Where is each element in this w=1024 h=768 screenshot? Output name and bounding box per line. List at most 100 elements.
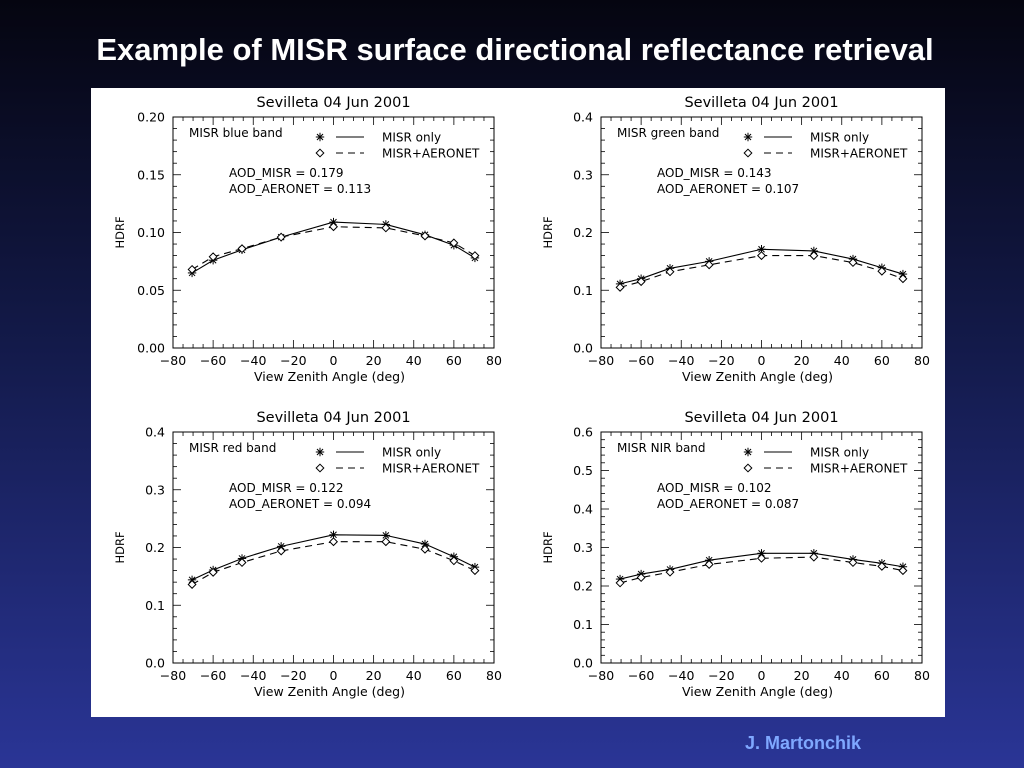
data-point-diamond — [665, 267, 675, 277]
x-tick-label: −20 — [280, 353, 306, 368]
data-point-diamond — [420, 231, 430, 241]
chart-title: Sevilleta 04 Jun 2001 — [256, 95, 410, 111]
y-axis-label: HDRF — [541, 216, 555, 248]
legend-label: MISR+AERONET — [810, 462, 908, 476]
x-tick-label: −60 — [628, 353, 654, 368]
y-tick-label: 0.5 — [573, 463, 593, 478]
data-point-diamond — [809, 251, 819, 261]
y-tick-label: 0.2 — [145, 540, 165, 555]
y-tick-label: 0.0 — [573, 341, 593, 356]
x-tick-label: −60 — [628, 668, 654, 683]
y-tick-label: 0.6 — [573, 425, 593, 440]
legend-marker — [315, 148, 325, 158]
data-point-diamond — [449, 238, 459, 248]
y-tick-label: 0.05 — [137, 283, 165, 298]
y-tick-label: 0.0 — [573, 656, 593, 671]
data-point-diamond — [615, 282, 625, 292]
y-axis-label: HDRF — [113, 216, 127, 248]
x-tick-label: −40 — [240, 668, 266, 683]
chart-title: Sevilleta 04 Jun 2001 — [684, 410, 838, 426]
data-point-diamond — [208, 252, 218, 262]
x-tick-label: 0 — [758, 668, 766, 683]
y-tick-label: 0.1 — [573, 283, 593, 298]
band-label: MISR green band — [617, 126, 719, 140]
x-tick-label: 20 — [366, 668, 382, 683]
aod-annotation: AOD_MISR = 0.143 — [657, 166, 772, 180]
x-tick-label: −80 — [588, 353, 614, 368]
x-tick-label: −40 — [240, 353, 266, 368]
data-point-diamond — [848, 558, 858, 568]
data-point-diamond — [615, 578, 625, 588]
data-point-diamond — [636, 573, 646, 583]
data-point-diamond — [420, 544, 430, 554]
legend-label: MISR only — [810, 131, 869, 145]
y-tick-label: 0.3 — [145, 482, 165, 497]
legend-label: MISR only — [810, 446, 869, 460]
data-point-diamond — [276, 232, 286, 242]
x-tick-label: 60 — [446, 668, 462, 683]
x-tick-label: 0 — [330, 668, 338, 683]
chart-panel: Sevilleta 04 Jun 2001 −80 −60 −40 −20 0 20 40 60… — [113, 410, 502, 699]
y-tick-label: 0.1 — [145, 598, 165, 613]
legend-marker — [743, 148, 753, 158]
x-tick-label: −60 — [200, 668, 226, 683]
legend-marker — [743, 463, 753, 473]
x-tick-label: 0 — [330, 353, 338, 368]
data-point-diamond — [328, 222, 339, 232]
data-point-diamond — [381, 537, 391, 547]
data-point-diamond — [756, 251, 767, 261]
data-point-diamond — [898, 566, 908, 576]
data-point-diamond — [276, 546, 286, 556]
aod-annotation: AOD_AERONET = 0.113 — [229, 182, 371, 196]
x-tick-label: −80 — [588, 668, 614, 683]
chart-panel: Sevilleta 04 Jun 2001 −80 −60 −40 −20 0 20 40 60… — [113, 95, 502, 384]
legend-label: MISR+AERONET — [382, 462, 480, 476]
data-point-diamond — [756, 553, 767, 563]
x-tick-label: −40 — [668, 668, 694, 683]
y-tick-label: 0.1 — [573, 617, 593, 632]
chart-grid: Sevilleta 04 Jun 2001 −80 −60 −40 −20 0 20 40 60… — [113, 95, 930, 699]
data-point-diamond — [704, 559, 714, 569]
x-tick-label: 60 — [874, 668, 890, 683]
chart-title: Sevilleta 04 Jun 2001 — [256, 410, 410, 426]
x-tick-label: 40 — [406, 668, 422, 683]
series-line — [191, 226, 476, 270]
y-tick-label: 0.2 — [573, 579, 593, 594]
x-tick-label: 80 — [914, 668, 930, 683]
data-point-diamond — [470, 566, 480, 576]
data-point-diamond — [470, 251, 480, 261]
data-point-diamond — [381, 223, 391, 233]
y-tick-label: 0.15 — [137, 167, 165, 182]
x-axis-label: View Zenith Angle (deg) — [682, 369, 833, 384]
data-point-asterisk — [809, 246, 819, 256]
legend-marker — [315, 447, 325, 457]
legend-label: MISR only — [382, 131, 441, 145]
x-tick-label: 40 — [834, 353, 850, 368]
legend-marker — [743, 447, 753, 457]
aod-annotation: AOD_AERONET = 0.107 — [657, 182, 799, 196]
data-point-diamond — [449, 556, 459, 566]
data-point-diamond — [848, 258, 858, 268]
y-tick-label: 0.0 — [145, 656, 165, 671]
legend-label: MISR+AERONET — [810, 147, 908, 161]
data-point-asterisk — [329, 217, 338, 227]
x-tick-label: 60 — [446, 353, 462, 368]
chart-panel: Sevilleta 04 Jun 2001 −80 −60 −40 −20 0 20 40 60… — [541, 95, 930, 384]
aod-annotation: AOD_AERONET = 0.087 — [657, 497, 799, 511]
x-tick-label: 80 — [486, 668, 502, 683]
y-tick-label: 0.4 — [573, 110, 593, 125]
x-tick-label: −60 — [200, 353, 226, 368]
x-tick-label: 80 — [486, 353, 502, 368]
data-point-diamond — [187, 264, 197, 274]
x-tick-label: 0 — [758, 353, 766, 368]
data-point-diamond — [809, 552, 819, 562]
x-tick-label: 20 — [366, 353, 382, 368]
legend-label: MISR only — [382, 446, 441, 460]
y-tick-label: 0.4 — [573, 502, 593, 517]
data-point-diamond — [237, 558, 247, 568]
x-axis-label: View Zenith Angle (deg) — [682, 684, 833, 699]
x-tick-label: 40 — [406, 353, 422, 368]
chart-panel: Sevilleta 04 Jun 2001 −80 −60 −40 −20 0 20 40 60… — [541, 410, 930, 699]
data-point-diamond — [237, 244, 247, 254]
legend-label: MISR+AERONET — [382, 147, 480, 161]
